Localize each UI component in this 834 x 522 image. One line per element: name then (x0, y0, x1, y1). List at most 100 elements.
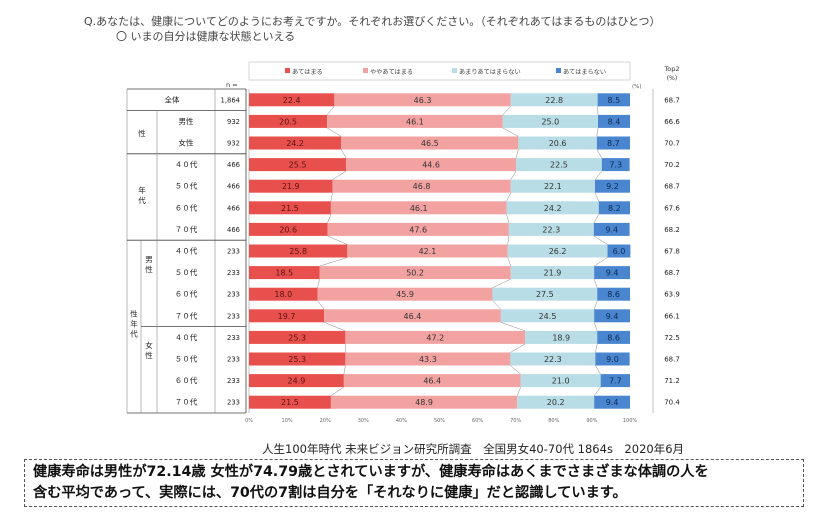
bar-value-label: 8.6 (607, 290, 620, 299)
bar-value-label: 25.8 (289, 247, 307, 256)
bar-value-label: 8.5 (607, 96, 620, 105)
bar-value-label: 46.5 (421, 139, 439, 148)
bar-value-label: 25.3 (288, 333, 306, 342)
bar-value-label: 24.9 (288, 377, 306, 386)
bar-value-label: 9.4 (606, 312, 619, 321)
bar-segment (594, 395, 630, 409)
bar-value-label: 9.4 (606, 269, 619, 278)
legend-frame (248, 61, 631, 81)
legend-swatch (452, 68, 457, 73)
bar-value-label: 22.8 (545, 96, 563, 105)
row-label: ５０代 (175, 181, 198, 191)
row-top2-value: 67.6 (664, 204, 680, 212)
x-tick-label: 100% (623, 418, 638, 424)
row-top2-value: 68.2 (664, 226, 680, 234)
bar-segment (594, 309, 630, 323)
connector-line (330, 192, 333, 202)
connector-line (323, 322, 346, 332)
legend-label: あてはまらない (563, 69, 606, 76)
bar-segment (249, 179, 333, 193)
connector-line (593, 214, 599, 224)
bar-value-label: 46.4 (423, 377, 441, 386)
bar-segment (249, 244, 348, 258)
x-tick-label: 50% (434, 418, 445, 424)
x-tick-label: 20% (320, 418, 331, 424)
row-label: 全体 (165, 94, 180, 104)
connector-line (507, 257, 511, 267)
bar-value-label: 18.0 (274, 290, 292, 299)
bar-value-label: 48.9 (415, 398, 433, 407)
connector-line (596, 127, 599, 137)
group-label-female: 女 (145, 340, 153, 350)
bar-value-label: 27.5 (536, 290, 554, 299)
bar-segment (249, 309, 325, 323)
bar-segment (345, 330, 526, 344)
bar-segment (249, 201, 331, 215)
connector-line (317, 300, 325, 310)
bar-segment (500, 309, 595, 323)
row-label: ５０代 (175, 354, 198, 364)
connector-line (326, 127, 342, 137)
bar-value-label: 46.1 (410, 204, 428, 213)
stacked-bar-chart: あてはまる ややあてはまる あまりあてはまらない あてはまらない (%) n = Top2 (… (126, 61, 680, 424)
bar-segment (330, 395, 518, 409)
bar-segment (347, 244, 508, 258)
bar-segment (249, 93, 335, 107)
bar-segment (249, 395, 331, 409)
connector-line (594, 170, 603, 180)
bar-segment (594, 179, 630, 193)
connector-line (595, 343, 598, 353)
row-n-value: 233 (227, 399, 240, 407)
bar-segment (341, 136, 519, 150)
row-top2-value: 68.7 (664, 356, 680, 364)
x-tick-label: 10% (282, 418, 293, 424)
bar-value-label: 8.2 (608, 204, 621, 213)
connector-line (595, 365, 601, 375)
row-label: ６０代 (175, 289, 198, 299)
bar-value-label: 25.3 (288, 355, 306, 364)
legend-swatch (363, 68, 368, 73)
group-label-sexage: 性 (130, 309, 138, 319)
connector-line (593, 235, 608, 245)
bar-value-label: 18.5 (275, 269, 293, 278)
bar-value-label: 18.9 (552, 333, 570, 342)
row-n-value: 233 (227, 248, 240, 256)
connector-line (510, 170, 517, 180)
connector-line (516, 387, 521, 396)
bar-value-label: 42.1 (419, 247, 437, 256)
row-n-value: 233 (227, 312, 240, 320)
legend-swatch (556, 68, 561, 73)
bar-segment (595, 352, 630, 366)
row-n-value: 466 (227, 226, 240, 234)
bar-segment (597, 114, 630, 128)
group-label-sexage: 年 (130, 319, 138, 329)
bar-segment (332, 179, 511, 193)
bar-value-label: 21.5 (281, 204, 299, 213)
row-n-value: 233 (227, 377, 240, 385)
row-top2-value: 72.5 (664, 334, 680, 342)
bar-value-label: 24.2 (544, 204, 562, 213)
bar-segment (334, 93, 511, 107)
row-n-value: 466 (227, 204, 240, 212)
bar-value-label: 25.5 (289, 161, 307, 170)
bar-value-label: 46.1 (406, 117, 424, 126)
bar-value-label: 20.5 (279, 117, 297, 126)
bar-value-label: 46.8 (413, 182, 431, 191)
row-n-value: 233 (227, 291, 240, 299)
bar-segment (327, 222, 509, 236)
row-n-value: 466 (227, 161, 240, 169)
bar-segment (594, 266, 630, 280)
connector-line (319, 257, 348, 267)
bar-value-label: 20.2 (547, 398, 565, 407)
connector-line (330, 386, 345, 396)
connector-line (492, 278, 511, 288)
bar-segment (249, 287, 318, 301)
bar-value-label: 47.6 (409, 225, 427, 234)
bar-value-label: 44.6 (422, 161, 440, 170)
bar-segment (506, 201, 599, 215)
row-top2-value: 63.9 (664, 291, 680, 299)
group-label-age: 年 (138, 185, 146, 195)
connector-line (340, 149, 347, 159)
bar-value-label: 6.0 (613, 247, 626, 256)
bar-segment (249, 374, 344, 388)
